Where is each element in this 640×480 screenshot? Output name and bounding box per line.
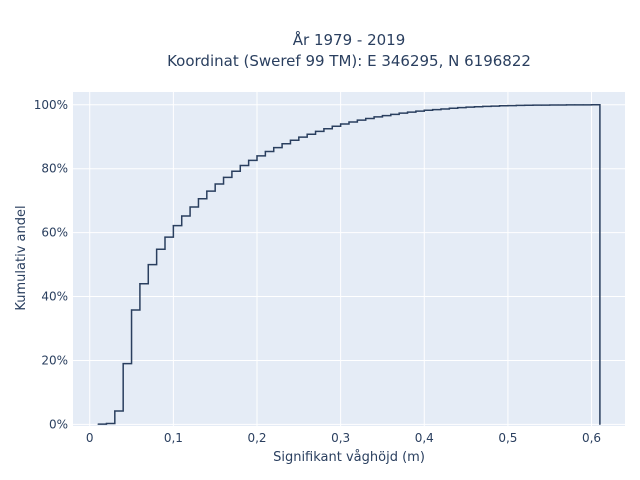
data-point	[156, 248, 158, 250]
data-point	[423, 109, 425, 111]
data-point	[289, 139, 292, 141]
x-tick-label: 0,6	[582, 431, 601, 445]
data-point	[365, 117, 367, 120]
data-point	[248, 159, 250, 161]
data-point	[515, 104, 517, 107]
data-point	[356, 119, 358, 121]
data-point	[231, 170, 233, 172]
y-tick-label: 80%	[41, 162, 68, 176]
data-point	[540, 104, 542, 106]
y-tick-label: 0%	[49, 417, 68, 431]
y-axis-title: Kumulativ andel	[14, 205, 29, 310]
data-point	[557, 104, 559, 106]
data-point	[105, 422, 108, 425]
data-point	[599, 423, 601, 426]
data-point	[189, 206, 191, 208]
data-point	[498, 105, 501, 107]
y-tick-label: 40%	[41, 290, 68, 304]
data-point	[473, 106, 476, 108]
data-point	[482, 105, 484, 107]
data-point	[348, 121, 350, 123]
x-axis-title: Signifikant våghöjd (m)	[273, 450, 425, 465]
chart-title-line-1: År 1979 - 2019	[293, 30, 406, 49]
data-point	[97, 423, 99, 425]
data-point	[432, 108, 434, 111]
y-tick-label: 20%	[41, 353, 68, 367]
data-point	[281, 143, 283, 145]
data-point	[306, 133, 308, 135]
data-point	[390, 113, 392, 115]
data-point	[507, 104, 509, 107]
data-point	[373, 116, 375, 118]
data-point	[406, 111, 409, 113]
data-point	[256, 155, 258, 157]
plot-area	[73, 92, 625, 426]
data-point	[415, 110, 417, 112]
data-point	[264, 150, 266, 153]
data-point	[147, 263, 149, 266]
data-point	[448, 107, 450, 109]
data-point	[490, 105, 492, 107]
data-point	[398, 112, 400, 114]
series-layer	[97, 104, 601, 426]
data-point	[139, 283, 141, 285]
data-point	[114, 410, 116, 412]
data-point	[172, 225, 174, 227]
chart-title-line-2: Koordinat (Sweref 99 TM): E 346295, N 61…	[167, 52, 531, 70]
data-point	[239, 164, 241, 167]
data-point	[582, 104, 584, 106]
data-point	[574, 104, 576, 106]
data-point	[181, 215, 183, 217]
y-tick-label: 60%	[41, 226, 68, 240]
data-point	[197, 198, 200, 200]
data-point	[130, 309, 133, 311]
data-point	[524, 104, 526, 106]
x-tick-label: 0,4	[415, 431, 434, 445]
y-tick-label: 100%	[34, 98, 68, 112]
x-tick-label: 0,5	[498, 431, 517, 445]
x-tick-label: 0,3	[331, 431, 350, 445]
data-point	[122, 363, 124, 365]
data-point	[590, 104, 593, 106]
data-point	[298, 136, 300, 138]
data-point	[440, 108, 442, 110]
data-point	[457, 107, 459, 109]
data-point	[222, 176, 225, 178]
data-point	[164, 236, 166, 238]
x-tick-labels: 0 0,1 0,2 0,3 0,4 0,5 0,6	[86, 431, 601, 445]
data-point	[381, 115, 384, 117]
x-tick-label: 0,1	[164, 431, 183, 445]
data-point	[565, 104, 568, 106]
grid-lines	[73, 92, 625, 426]
data-point	[532, 104, 534, 106]
y-tick-labels: 0% 20% 40% 60% 80% 100%	[34, 98, 68, 432]
x-tick-label: 0,2	[247, 431, 266, 445]
data-point	[314, 130, 317, 132]
data-point	[323, 128, 325, 130]
data-point	[214, 183, 216, 185]
data-point	[340, 123, 342, 125]
data-point	[331, 125, 333, 127]
data-point	[273, 147, 275, 149]
data-point	[549, 104, 551, 106]
data-point	[206, 190, 208, 192]
x-tick-label: 0	[86, 431, 94, 445]
data-point	[465, 106, 467, 108]
